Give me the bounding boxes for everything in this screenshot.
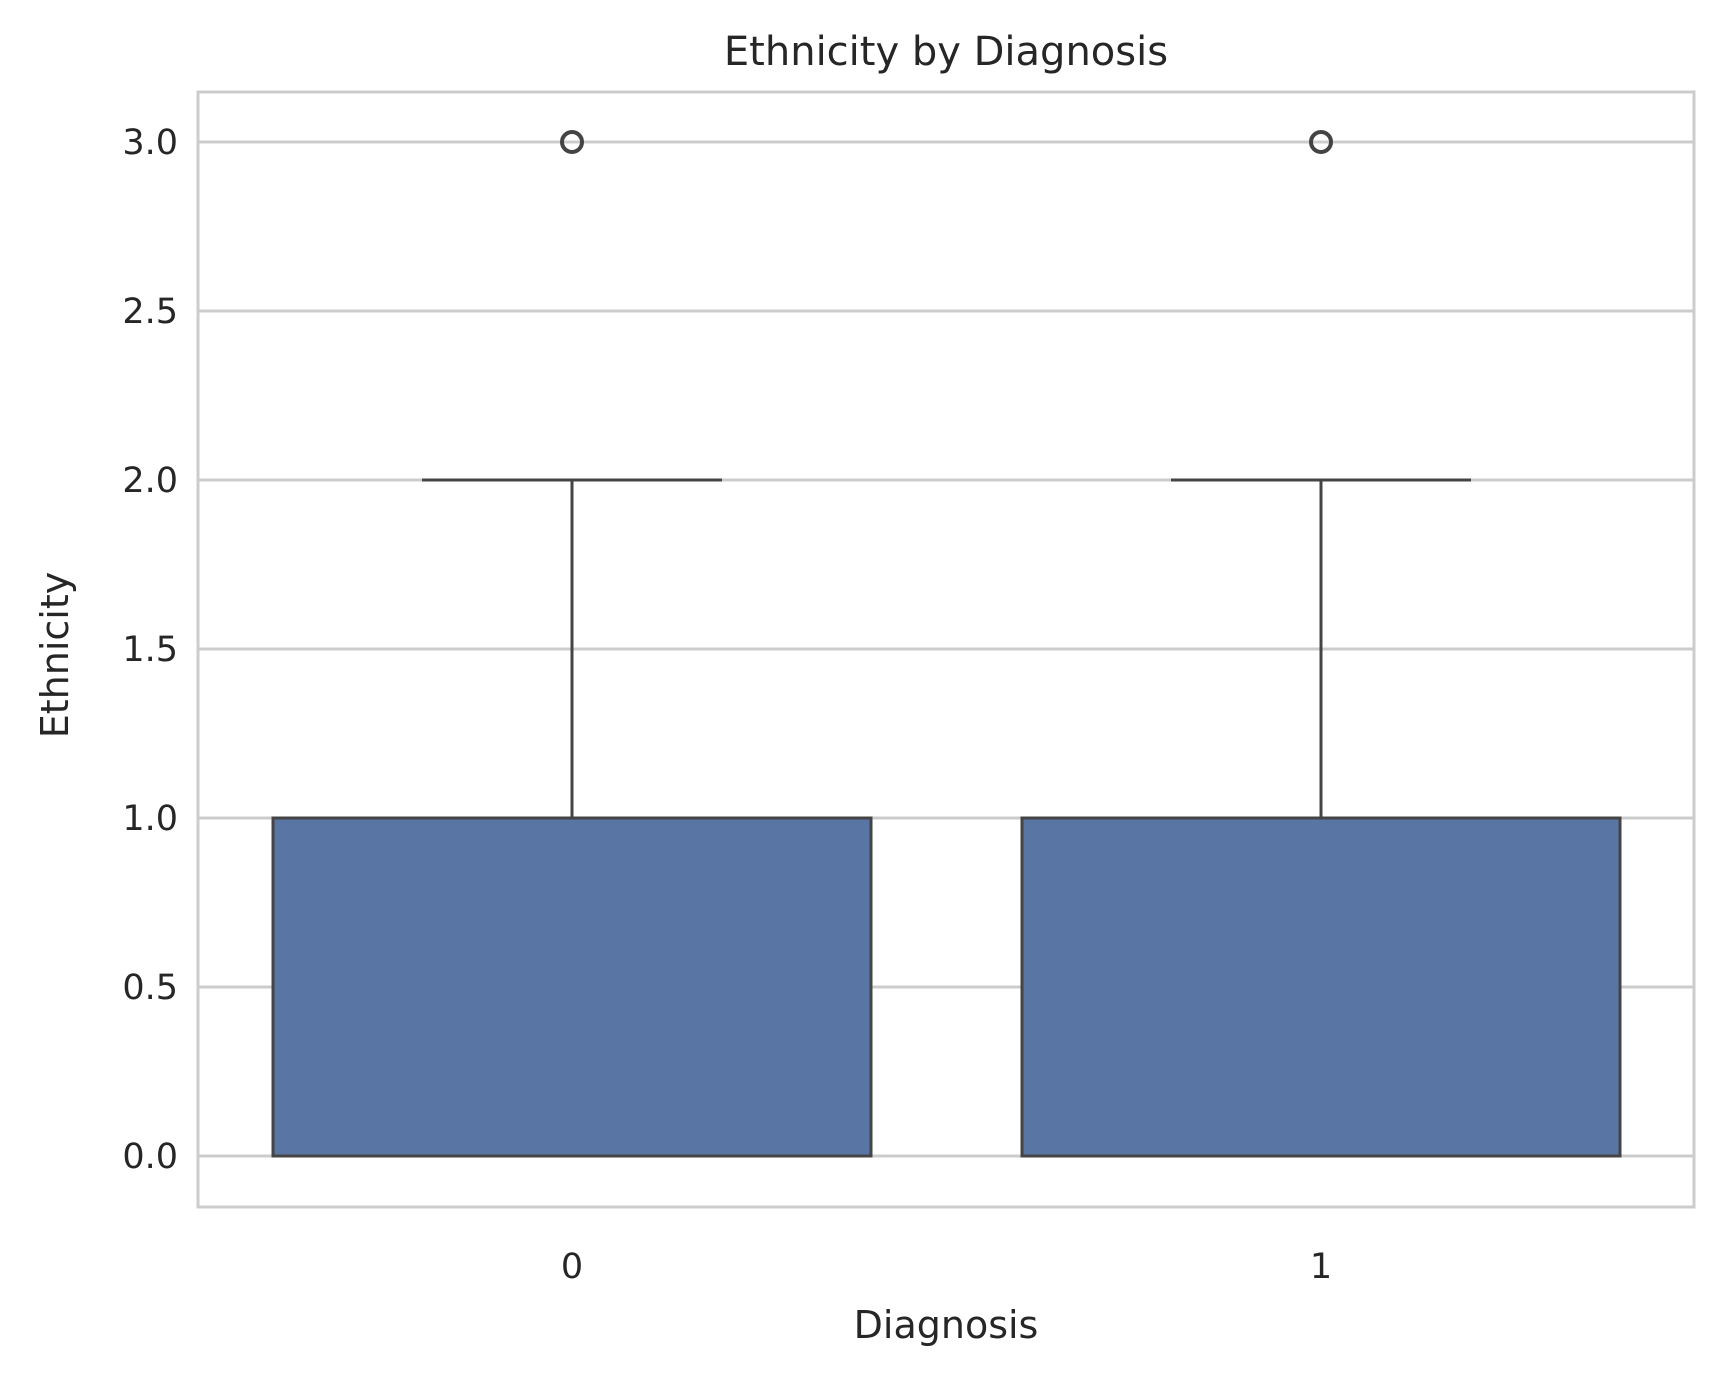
iqr-box (1020, 816, 1622, 1158)
y-axis-label: Ethnicity (33, 572, 77, 738)
box-group-1 (1020, 130, 1622, 1158)
y-tick-label: 3.0 (122, 123, 178, 163)
x-axis-label: Diagnosis (854, 1303, 1039, 1347)
outlier-point (1309, 130, 1333, 154)
box-group-0 (271, 130, 873, 1158)
y-tick-labels: 0.0 0.5 1.0 1.5 2.0 2.5 3.0 (122, 123, 178, 1177)
x-tick-label: 0 (561, 1247, 583, 1287)
outlier-point (560, 130, 584, 154)
y-tick-label: 0.0 (122, 1137, 178, 1177)
y-tick-label: 1.0 (122, 799, 178, 839)
boxes (271, 130, 1622, 1158)
y-tick-label: 0.5 (122, 968, 178, 1008)
plot-frame (196, 90, 1696, 1209)
iqr-box (271, 816, 873, 1158)
x-tick-label: 1 (1310, 1247, 1332, 1287)
y-tick-label: 1.5 (122, 630, 178, 670)
y-tick-label: 2.5 (122, 292, 178, 332)
chart-title: Ethnicity by Diagnosis (724, 29, 1168, 75)
y-tick-label: 2.0 (122, 461, 178, 501)
